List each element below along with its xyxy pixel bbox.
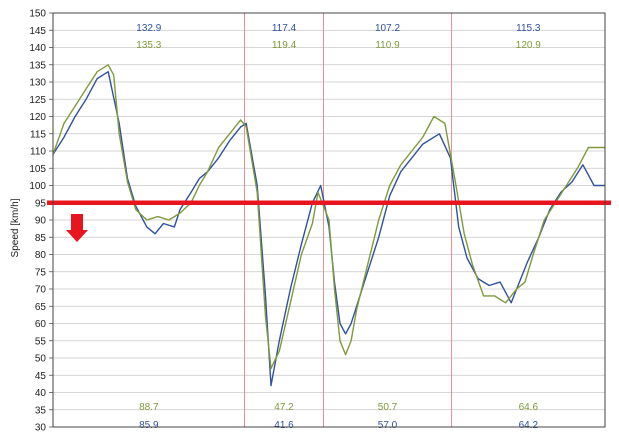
- series-line-blue: [52, 70, 605, 387]
- y-tick-labels: 30 35 40 45 50 55 60 65 70 75 80 85 90 95 100 105 110 115…: [29, 9, 53, 434]
- y-tick-label: 135: [29, 60, 46, 71]
- y-tick-label: 60: [35, 319, 47, 330]
- data-label: 120.9: [516, 40, 541, 51]
- y-tick-label: 95: [35, 198, 47, 209]
- plot-frame: [52, 12, 606, 428]
- data-label: 107.2: [375, 23, 400, 34]
- y-tick-label: 55: [35, 336, 47, 347]
- data-label: 115.3: [516, 23, 541, 34]
- y-tick-label: 130: [29, 78, 46, 89]
- y-tick-label: 65: [35, 302, 47, 313]
- data-label: 57.0: [378, 420, 398, 431]
- series-line-green: [52, 64, 605, 370]
- y-tick-label: 75: [35, 267, 47, 278]
- y-tick-label: 80: [35, 250, 47, 261]
- data-label: 117.4: [272, 23, 297, 34]
- y-tick-label: 150: [29, 9, 46, 20]
- data-label: 135.3: [136, 40, 161, 51]
- data-label: 88.7: [139, 402, 159, 413]
- y-tick-label: 85: [35, 233, 47, 244]
- y-axis-label: Speed [km/h]: [10, 198, 21, 257]
- y-tick-label: 140: [29, 43, 46, 54]
- reference-line-group: [47, 200, 611, 242]
- data-label: 85.9: [139, 420, 159, 431]
- y-tick-label: 40: [35, 388, 47, 399]
- series-lines: [52, 64, 605, 387]
- y-tick-label: 120: [29, 112, 46, 123]
- y-tick-label: 115: [30, 129, 46, 140]
- data-label: 64.2: [519, 420, 539, 431]
- y-tick-label: 105: [29, 164, 46, 175]
- y-tick-label: 30: [35, 423, 47, 434]
- y-tick-label: 35: [35, 405, 47, 416]
- data-label: 64.6: [519, 402, 539, 413]
- y-tick-label: 45: [35, 371, 47, 382]
- data-label: 47.2: [274, 402, 294, 413]
- section-dividers: [244, 13, 453, 427]
- data-label: 50.7: [378, 402, 398, 413]
- y-tick-label: 125: [29, 95, 46, 106]
- data-label: 41.6: [274, 420, 294, 431]
- data-label: 132.9: [136, 23, 161, 34]
- data-labels: 132.9 117.4 107.2 115.3 135.3 119.4 110.9 120.9…: [136, 23, 541, 431]
- data-label: 110.9: [375, 40, 400, 51]
- y-tick-label: 110: [30, 147, 46, 158]
- y-tick-label: 70: [35, 285, 47, 296]
- y-tick-label: 145: [29, 26, 46, 37]
- y-tick-label: 100: [29, 181, 46, 192]
- y-tick-label: 50: [35, 354, 47, 365]
- down-arrow-icon: [66, 214, 88, 242]
- data-label: 119.4: [272, 40, 297, 51]
- y-tick-label: 90: [35, 216, 47, 227]
